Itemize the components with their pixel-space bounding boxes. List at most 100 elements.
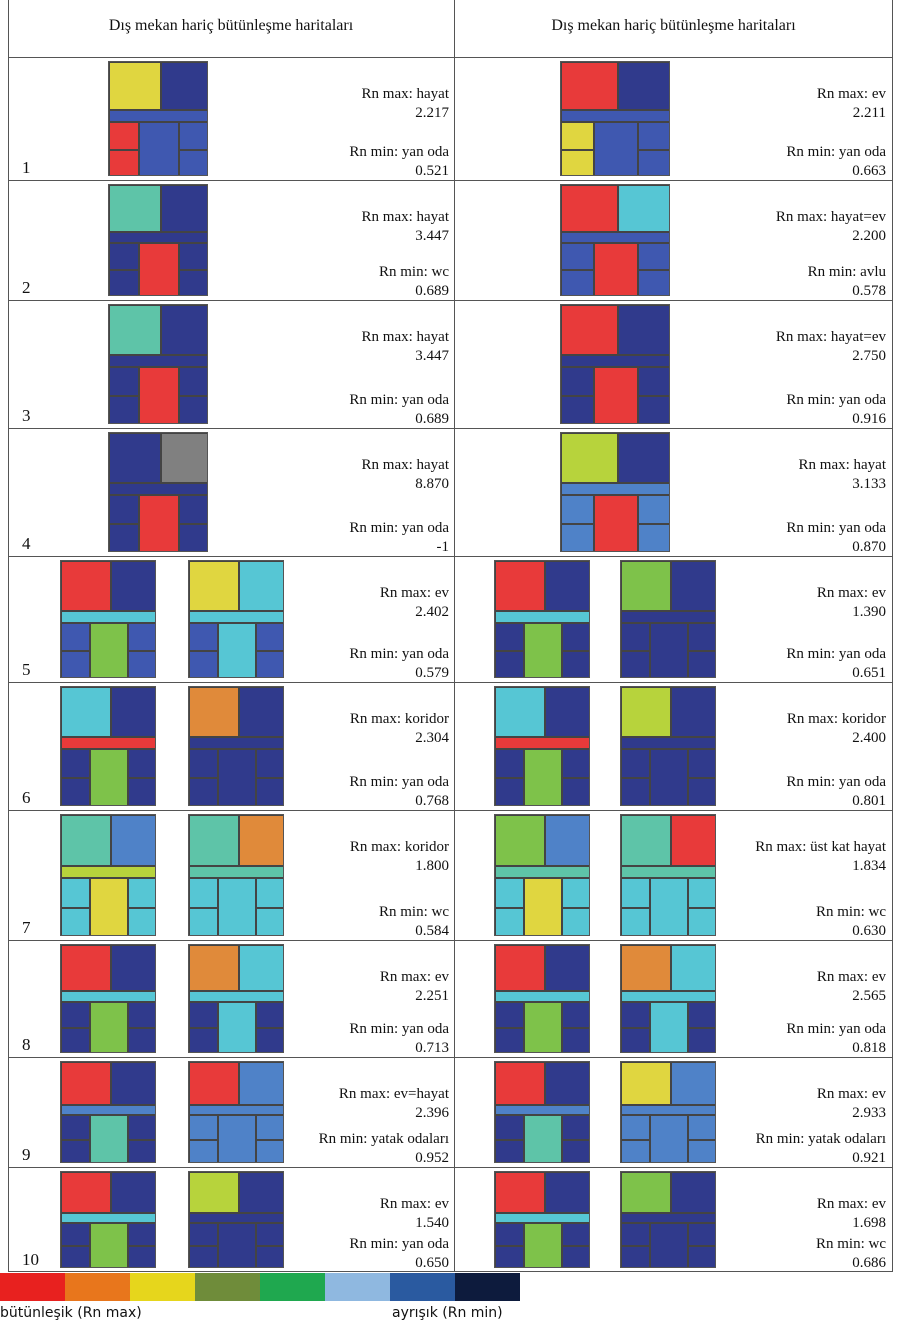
room-corridor [495, 737, 589, 749]
room-bed [561, 122, 594, 150]
row-number: 4 [22, 534, 31, 553]
room-hall [90, 1002, 128, 1052]
rn-max-value-left: 2.217 [415, 105, 449, 121]
floor-plan-left-upper [188, 1061, 284, 1163]
room-corridor [109, 110, 207, 122]
room-side [161, 62, 207, 110]
rn-min-label-left: Rn min: wc [379, 264, 449, 280]
floor-plan-left-ground [60, 1171, 156, 1268]
room-hall [218, 1115, 256, 1162]
room-hall [139, 495, 179, 551]
room-side [671, 815, 715, 866]
room-corridor [621, 611, 715, 623]
floor-plan-left-ground [60, 944, 156, 1053]
room-bed [688, 749, 715, 778]
room-bed [179, 270, 207, 295]
room-bed [638, 495, 669, 524]
rn-max-value-left: 3.447 [415, 228, 449, 244]
room-bed [256, 1002, 283, 1028]
rn-max-label-left: Rn max: hayat [361, 86, 449, 102]
row-divider [8, 300, 893, 301]
room-hall [594, 122, 638, 175]
room-bed [256, 1115, 283, 1140]
room-side [111, 687, 155, 737]
room-corridor [109, 355, 207, 367]
room-bed [256, 878, 283, 908]
room-side [618, 62, 669, 110]
room-main [621, 561, 671, 611]
room-bed [128, 1223, 155, 1246]
floor-plan-left-upper [188, 814, 284, 936]
room-side [239, 945, 283, 991]
room-bed [189, 778, 218, 805]
room-bed [61, 1028, 90, 1052]
room-bed [638, 396, 669, 423]
room-corridor [621, 1105, 715, 1115]
rn-min-value-right: 0.921 [852, 1150, 886, 1166]
floor-plan-right-ground [494, 560, 590, 678]
room-main [621, 687, 671, 737]
rn-min-label-right: Rn min: wc [816, 1236, 886, 1252]
room-bed [638, 270, 669, 295]
floor-plan-right [560, 61, 670, 176]
rn-min-value-left: 0.689 [415, 411, 449, 427]
room-corridor [61, 866, 155, 878]
room-bed [688, 878, 715, 908]
rn-max-value-left: 2.402 [415, 604, 449, 620]
rn-min-label-right: Rn min: yan oda [786, 1021, 886, 1037]
room-corridor [561, 110, 669, 122]
rn-min-label-left: Rn min: yan oda [349, 144, 449, 160]
floor-plan-left [108, 184, 208, 296]
room-hall [650, 1223, 688, 1267]
room-side [239, 815, 283, 866]
room-main [189, 815, 239, 866]
room-bed [562, 1246, 589, 1267]
integration-map-table: Dış mekan hariç bütünleşme haritaları Dış… [8, 0, 893, 1272]
header-right: Dış mekan hariç bütünleşme haritaları [551, 17, 796, 34]
room-bed [256, 908, 283, 935]
room-hall [139, 122, 179, 175]
rn-min-value-right: 0.916 [852, 411, 886, 427]
room-bed [256, 1028, 283, 1052]
room-bed [621, 651, 650, 677]
room-bed [189, 1002, 218, 1028]
rn-max-label-right: Rn max: ev [816, 1196, 886, 1212]
room-hall [218, 1223, 256, 1267]
rn-min-value-left: 0.650 [415, 1255, 449, 1271]
room-bed [256, 1140, 283, 1162]
room-bed [621, 778, 650, 805]
room-bed [128, 778, 155, 805]
rn-max-value-left: 2.304 [415, 730, 449, 746]
room-main [561, 185, 618, 232]
rn-max-label-right: Rn max: hayat=ev [775, 209, 886, 225]
room-side [618, 305, 669, 355]
floor-plan-right [560, 432, 670, 552]
room-side [545, 1172, 589, 1213]
room-bed [109, 396, 139, 423]
rn-min-value-left: 0.579 [415, 665, 449, 681]
room-corridor [61, 737, 155, 749]
floor-plan-right-upper [620, 560, 716, 678]
room-bed [109, 367, 139, 396]
room-bed [495, 651, 524, 677]
row-number: 8 [22, 1035, 31, 1054]
room-hall [90, 1115, 128, 1162]
room-bed [179, 367, 207, 396]
room-bed [61, 749, 90, 778]
rn-min-label-left: Rn min: yan oda [349, 774, 449, 790]
room-bed [179, 150, 207, 175]
room-corridor [109, 483, 207, 495]
rn-min-value-left: 0.521 [415, 163, 449, 179]
room-side [111, 945, 155, 991]
row-number: 1 [22, 158, 31, 177]
room-hall [218, 623, 256, 677]
room-bed [562, 778, 589, 805]
room-corridor [189, 991, 283, 1002]
room-side [671, 561, 715, 611]
room-bed [562, 908, 589, 935]
room-hall [218, 878, 256, 935]
room-bed [256, 1246, 283, 1267]
floor-plan-left [108, 432, 208, 552]
rn-max-value-right: 2.933 [852, 1105, 886, 1121]
room-main [189, 1172, 239, 1213]
